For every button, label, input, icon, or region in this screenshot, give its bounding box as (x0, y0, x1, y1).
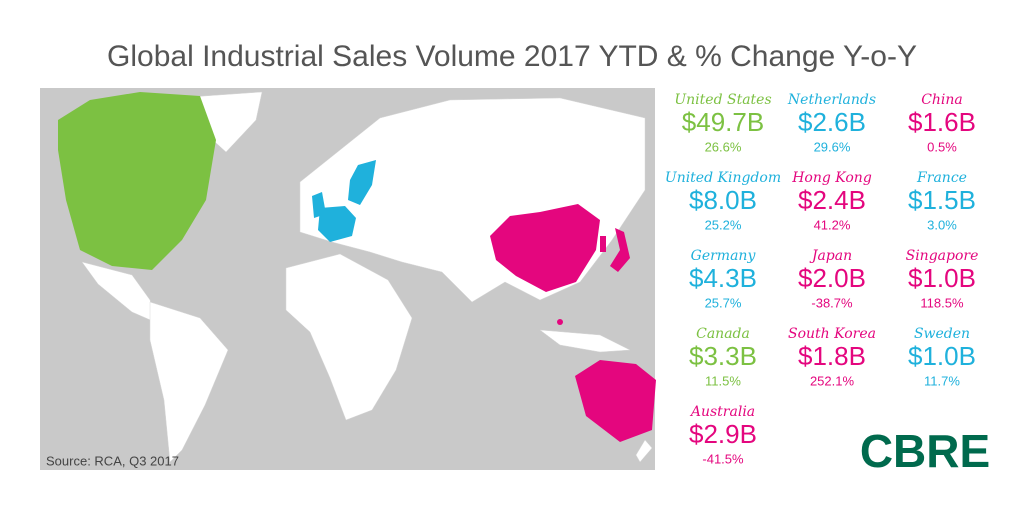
sales-volume: $2.4B (798, 185, 866, 215)
country-name: Japan (809, 248, 852, 264)
sales-volume: $1.8B (798, 341, 866, 371)
south-america (149, 301, 229, 463)
sweden (348, 160, 376, 205)
country-name: Singapore (906, 248, 979, 264)
country-name: Australia (689, 404, 755, 420)
sales-volume: $49.7B (682, 107, 764, 137)
china (490, 204, 600, 292)
country-name: United States (674, 92, 771, 108)
country-name: Hong Kong (791, 170, 872, 186)
logo: CBRE (860, 425, 990, 477)
korea (600, 236, 606, 252)
title: Global Industrial Sales Volume 2017 YTD … (107, 40, 917, 73)
percent-change: 25.7% (705, 295, 742, 310)
country-name: Sweden (914, 326, 970, 342)
sales-volume: $2.0B (798, 263, 866, 293)
north-america (58, 92, 216, 270)
percent-change: 252.1% (810, 373, 855, 388)
africa (285, 253, 413, 421)
percent-change: -38.7% (811, 295, 853, 310)
percent-change: 26.6% (705, 139, 742, 154)
percent-change: 41.2% (814, 217, 851, 232)
country-name: China (921, 92, 963, 108)
sales-volume: $1.6B (908, 107, 976, 137)
country-name: Canada (696, 326, 750, 342)
japan (610, 228, 630, 272)
country-name: South Korea (788, 326, 876, 342)
singapore (557, 319, 563, 325)
map: Source: RCA, Q3 2017 (40, 88, 656, 470)
source: Source: RCA, Q3 2017 (46, 453, 179, 468)
sales-volume: $4.3B (689, 263, 757, 293)
country-name: Germany (691, 248, 757, 264)
percent-change: 118.5% (920, 295, 964, 310)
new-zealand (635, 439, 653, 463)
percent-change: 11.7% (924, 373, 960, 388)
australia (575, 360, 656, 442)
country-name: Netherlands (787, 92, 876, 108)
percent-change: 25.2% (705, 217, 742, 232)
percent-change: 11.5% (705, 373, 741, 388)
western-europe (318, 206, 356, 242)
sales-volume: $2.9B (689, 419, 757, 449)
indonesia (539, 329, 631, 353)
percent-change: -41.5% (702, 451, 744, 466)
sales-volume: $8.0B (689, 185, 757, 215)
stats: United States$49.7B 26.6% Netherlands$2.6B… (665, 92, 978, 466)
percent-change: 3.0% (927, 217, 957, 232)
sales-volume: $1.0B (908, 263, 976, 293)
percent-change: 29.6% (814, 139, 851, 154)
sales-volume: $2.6B (798, 107, 866, 137)
sales-volume: $1.0B (908, 341, 976, 371)
country-name: France (916, 170, 967, 186)
percent-change: 0.5% (927, 139, 957, 154)
sales-volume: $1.5B (908, 185, 976, 215)
country-name: United Kingdom (665, 170, 781, 186)
sales-volume: $3.3B (689, 341, 757, 371)
